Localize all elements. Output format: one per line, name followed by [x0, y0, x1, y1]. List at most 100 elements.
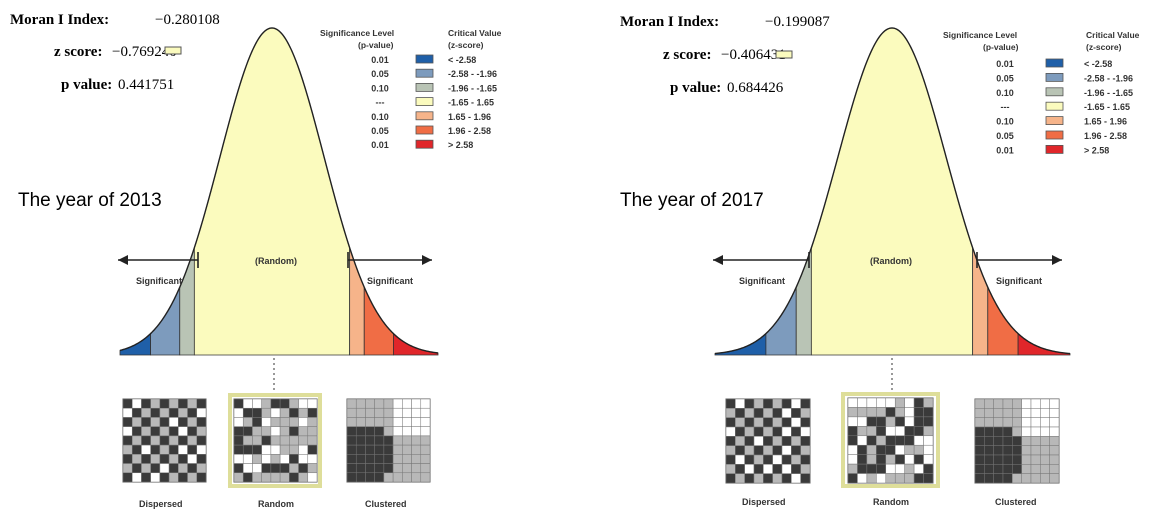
z-score-label: z score: [663, 47, 711, 63]
random-pattern-label: Random [873, 497, 909, 507]
legend-sig-title: Significance Level [320, 28, 394, 38]
curve-region [179, 247, 195, 356]
legend: Significance Level (p-value) Critical Va… [320, 28, 502, 150]
bell-curve-diagram: Moran I Index: −0.280108 z score: −0.769… [10, 12, 502, 509]
year-label: The year of 2013 [18, 190, 162, 211]
random-label: (Random) [255, 256, 297, 266]
legend-swatch [415, 68, 434, 78]
legend-swatch [1045, 130, 1064, 140]
dispersed-label: Dispersed [139, 499, 183, 509]
legend-p-value: 0.05 [371, 126, 389, 136]
p-value-label: p value: [670, 80, 721, 96]
legend-swatch [415, 111, 434, 121]
p-value-label: p value: [61, 77, 112, 93]
dispersed-map [725, 398, 811, 484]
legend-sig-subtitle: (p-value) [983, 42, 1019, 52]
legend-p-value: 0.01 [371, 140, 389, 150]
legend-sig-title: Significance Level [943, 30, 1017, 40]
significant-left-label: Significant [136, 276, 182, 286]
random-map [847, 397, 934, 484]
legend-swatch [415, 125, 434, 135]
clustered-map [346, 398, 431, 483]
dispersed-label: Dispersed [742, 497, 786, 507]
legend-swatch [1045, 87, 1064, 97]
clustered-map [974, 398, 1060, 484]
legend-z-range: -2.58 - -1.96 [448, 69, 497, 79]
curve-region [193, 27, 351, 356]
bell-curve-diagram: Moran I Index: −0.199087 z score: −0.406… [620, 14, 1140, 507]
legend-swatch [415, 83, 434, 92]
moran-value: −0.199087 [765, 14, 830, 30]
legend-swatch [415, 139, 434, 149]
significant-left-label: Significant [739, 276, 785, 286]
legend-z-range: 1.96 - 2.58 [1084, 131, 1127, 141]
legend-z-range: 1.96 - 2.58 [448, 126, 491, 136]
p-value-value: 0.684426 [727, 80, 784, 96]
legend-z-range: < -2.58 [1084, 59, 1112, 69]
year-label: The year of 2017 [620, 190, 764, 211]
random-pattern-label: Random [258, 499, 294, 509]
z-score-value: −0.406431 [721, 47, 786, 63]
z-score-swatch [775, 50, 793, 59]
legend-p-value: --- [1001, 102, 1010, 112]
legend-z-range: > 2.58 [448, 140, 473, 150]
legend-crit-title: Critical Value [1086, 30, 1140, 40]
legend-z-range: -1.96 - -1.65 [448, 83, 497, 93]
dispersed-map [122, 398, 207, 483]
legend: Significance Level (p-value) Critical Va… [943, 30, 1140, 155]
legend-p-value: 0.05 [371, 69, 389, 79]
curve-region [714, 332, 767, 356]
significant-arrow-right [347, 252, 432, 268]
z-score-swatch [164, 46, 182, 55]
legend-z-range: < -2.58 [448, 55, 476, 65]
legend-swatch [415, 97, 434, 106]
significant-arrow-left [713, 252, 810, 268]
curve-region [1017, 332, 1071, 356]
legend-crit-title: Critical Value [448, 28, 502, 38]
legend-p-value: 0.01 [996, 145, 1014, 155]
legend-z-range: -1.65 - 1.65 [448, 98, 494, 108]
legend-p-value: 0.01 [996, 59, 1014, 69]
curve-region [972, 247, 989, 356]
random-map [233, 398, 318, 483]
random-label: (Random) [870, 256, 912, 266]
legend-z-range: 1.65 - 1.96 [1084, 117, 1127, 127]
legend-p-value: --- [376, 98, 385, 108]
z-score-label: z score: [54, 44, 102, 60]
legend-sig-subtitle: (p-value) [358, 40, 394, 50]
legend-p-value: 0.05 [996, 73, 1014, 83]
moran-label: Moran I Index: [10, 12, 109, 28]
legend-swatch [1045, 73, 1064, 82]
moran-value: −0.280108 [155, 12, 220, 28]
legend-z-range: -1.96 - -1.65 [1084, 88, 1133, 98]
significant-arrow-right [976, 252, 1062, 268]
curve-outline [119, 27, 439, 354]
significant-right-label: Significant [996, 276, 1042, 286]
legend-swatch [1045, 101, 1064, 111]
bell-curve [714, 27, 1071, 356]
legend-z-range: -1.65 - 1.65 [1084, 102, 1130, 112]
legend-p-value: 0.10 [371, 112, 389, 122]
legend-p-value: 0.05 [996, 131, 1014, 141]
legend-z-range: -2.58 - -1.96 [1084, 73, 1133, 83]
legend-z-range: > 2.58 [1084, 145, 1109, 155]
bell-curve [119, 27, 439, 356]
panel-2017: Moran I Index: −0.199087 z score: −0.406… [600, 0, 1159, 509]
curve-outline [714, 27, 1071, 355]
significant-arrow-left [118, 252, 199, 268]
legend-swatch [1045, 58, 1064, 68]
legend-crit-subtitle: (z-score) [1086, 42, 1122, 52]
clustered-label: Clustered [365, 499, 407, 509]
curve-region [349, 247, 365, 356]
p-value-value: 0.441751 [118, 77, 174, 93]
z-score-value: −0.769240 [112, 44, 177, 60]
moran-label: Moran I Index: [620, 14, 719, 30]
significant-right-label: Significant [367, 276, 413, 286]
legend-p-value: 0.01 [371, 55, 389, 65]
clustered-label: Clustered [995, 497, 1037, 507]
curve-region [810, 27, 974, 356]
legend-swatch [1045, 144, 1064, 154]
random-map-frame [228, 393, 322, 488]
legend-swatch [415, 54, 434, 64]
legend-z-range: 1.65 - 1.96 [448, 112, 491, 122]
